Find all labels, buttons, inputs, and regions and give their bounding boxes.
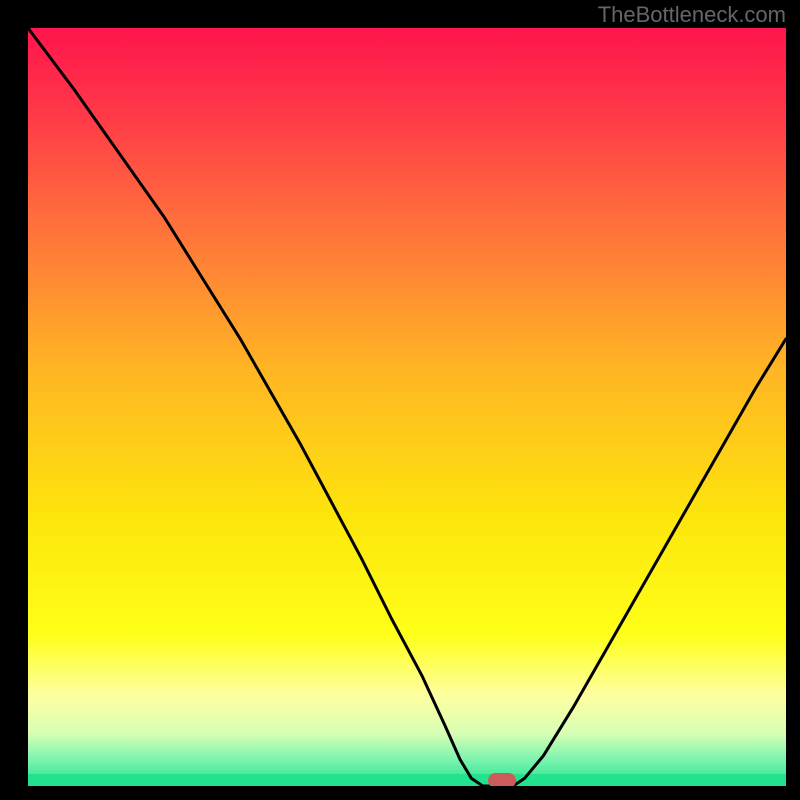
chart-container: TheBottleneck.com: [0, 0, 800, 800]
baseline-green-band: [28, 774, 786, 786]
watermark-text: TheBottleneck.com: [598, 2, 786, 28]
frame-bottom: [0, 786, 800, 800]
gradient-background: [28, 28, 786, 786]
frame-left: [0, 0, 28, 800]
frame-right: [786, 0, 800, 800]
plot-area: [28, 28, 786, 786]
